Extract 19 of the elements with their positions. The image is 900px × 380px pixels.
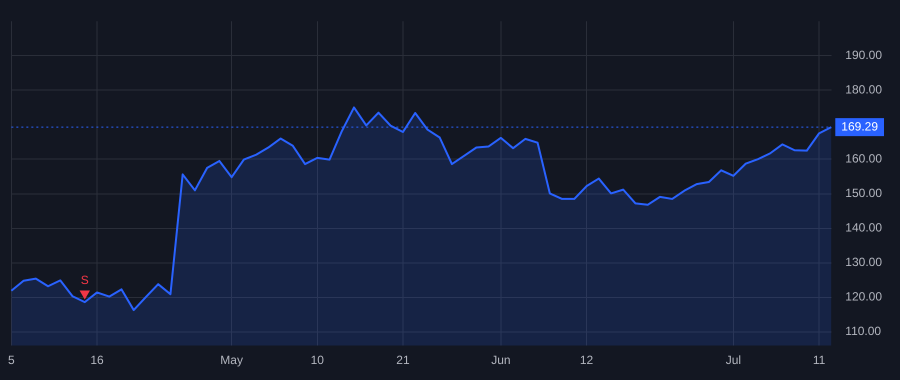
y-tick-label: 190.00 (845, 48, 882, 62)
x-tick-label: May (220, 353, 243, 368)
x-tick-label: 5 (8, 353, 15, 368)
x-tick-label: Jun (491, 353, 511, 368)
y-tick-label: 150.00 (845, 186, 882, 200)
x-tick-label: 21 (396, 353, 410, 368)
y-tick-label: 140.00 (845, 220, 882, 235)
y-tick-label: 180.00 (845, 82, 882, 97)
y-tick-label: 110.00 (845, 324, 882, 338)
series-label: S (80, 272, 89, 287)
x-tick-label: Jul (726, 353, 742, 368)
y-tick-label: 160.00 (845, 152, 882, 166)
x-tick-label: 10 (310, 353, 324, 368)
y-tick-label: 120.00 (845, 290, 882, 304)
x-tick-label: 11 (812, 353, 826, 368)
x-tick-label: 12 (580, 353, 594, 368)
ref-line-label: 169.29 (841, 119, 878, 134)
x-tick-label: 16 (90, 353, 104, 368)
y-tick-label: 130.00 (845, 255, 882, 270)
